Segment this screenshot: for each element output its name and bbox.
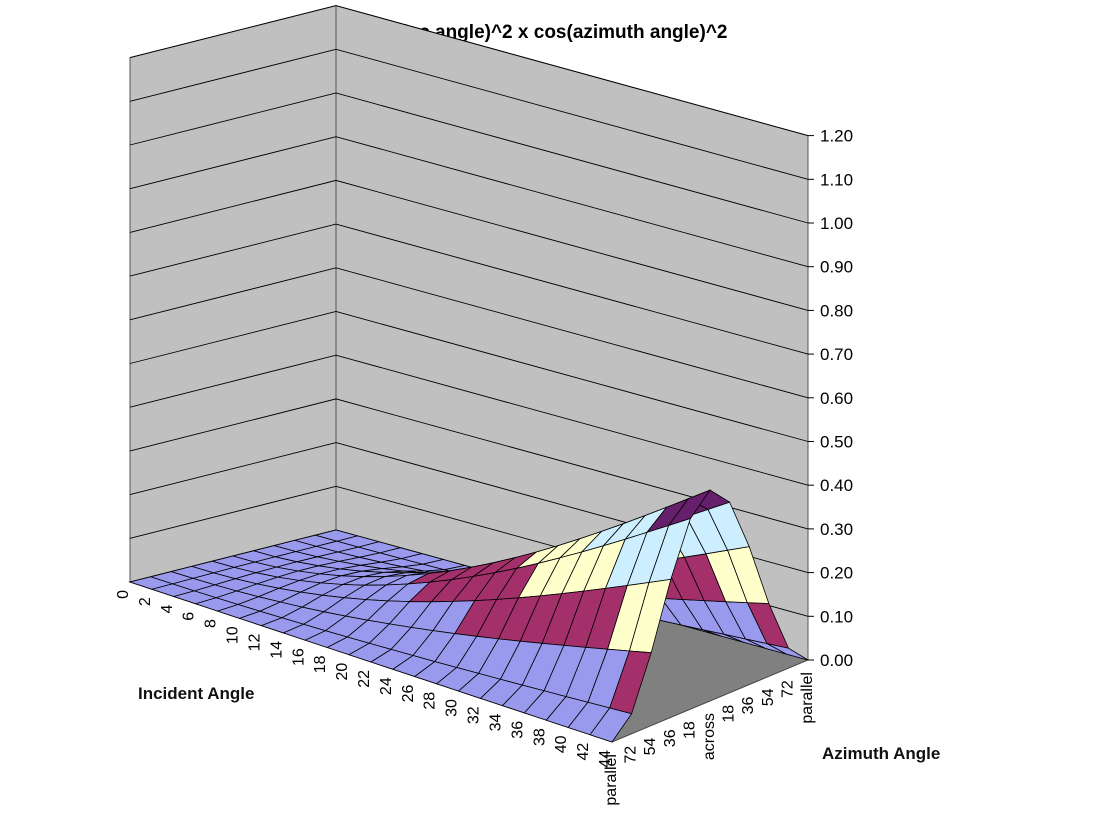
x-tick-label: 34 [487, 714, 504, 732]
gridline [129, 311, 809, 442]
y-tick-label: across [701, 713, 718, 760]
x-tick-label: 18 [312, 655, 329, 673]
y-tick-label: 54 [760, 688, 777, 706]
surface-cell [589, 707, 633, 743]
x-axis-title: Incident Angle [138, 684, 255, 703]
x-tick-label: 16 [290, 648, 307, 666]
y-tick-label: parallel [603, 754, 620, 806]
z-tick-label: 0.10 [820, 607, 853, 626]
z-tick-label: 0.60 [820, 389, 853, 408]
x-tick-label: 4 [159, 604, 176, 613]
z-tick-label: 0.40 [820, 476, 853, 495]
chart-title: sin(inc.angle)^2 x cos(azimuth angle)^2 [369, 22, 728, 43]
x-tick-label: 44 [597, 750, 614, 768]
y-tick-label: 18 [681, 721, 698, 739]
y-tick-label: 36 [740, 696, 757, 714]
x-tick-label: 14 [268, 641, 285, 659]
x-tick-label: 12 [246, 634, 263, 652]
x-tick-label: 2 [137, 597, 154, 606]
x-tick-label: 20 [334, 663, 351, 681]
y-tick-label: 18 [721, 705, 738, 723]
gridline [129, 5, 809, 137]
gridline [129, 92, 809, 224]
surface-mesh [128, 489, 809, 743]
x-tick-label: 24 [378, 677, 395, 695]
z-tick-label: 0.00 [820, 651, 853, 670]
y-tick-label: 54 [642, 737, 659, 755]
gridline [129, 179, 809, 311]
z-tick-label: 0.20 [820, 564, 853, 583]
x-tick-label: 40 [553, 735, 570, 753]
y-tick-label: parallel [799, 672, 816, 724]
y-axis-title: Azimuth Angle [822, 744, 940, 763]
gridline [129, 223, 809, 355]
z-tick-label: 0.90 [820, 258, 853, 277]
z-tick-label: 0.80 [820, 301, 853, 320]
x-tick-label: 8 [203, 619, 220, 628]
z-axis-ticks: 0.00 0.10 0.20 0.30 0.40 0.50 0.60 0.70 0.80 0.90… [808, 127, 853, 670]
x-tick-label: 32 [466, 706, 483, 724]
z-tick-label: 0.50 [820, 433, 853, 452]
z-gridlines [129, 5, 809, 661]
x-tick-label: 28 [422, 692, 439, 710]
gridline [129, 267, 809, 399]
z-tick-label: 0.30 [820, 520, 853, 539]
x-tick-label: 6 [181, 612, 198, 621]
y-tick-label: 72 [623, 746, 640, 764]
x-tick-label: 26 [400, 684, 417, 702]
x-tick-label: 36 [509, 721, 526, 739]
azimuth-angle-ticks: parallel 72 54 36 18 across 18 36 54 72 parallel [603, 672, 816, 806]
z-tick-label: 1.20 [820, 127, 853, 146]
gridline [129, 136, 809, 268]
x-tick-label: 42 [575, 743, 592, 761]
x-tick-label: 22 [356, 670, 373, 688]
gridline [129, 354, 809, 486]
z-tick-label: 0.70 [820, 345, 853, 364]
x-tick-label: 0 [115, 590, 132, 599]
z-tick-label: 1.10 [820, 170, 853, 189]
gridline [129, 48, 809, 180]
x-tick-label: 30 [444, 699, 461, 717]
y-tick-label: 36 [662, 729, 679, 747]
gridline [129, 398, 809, 530]
z-tick-label: 1.00 [820, 214, 853, 233]
x-tick-label: 38 [531, 728, 548, 746]
y-tick-label: 72 [779, 680, 796, 698]
x-tick-label: 10 [225, 626, 242, 644]
